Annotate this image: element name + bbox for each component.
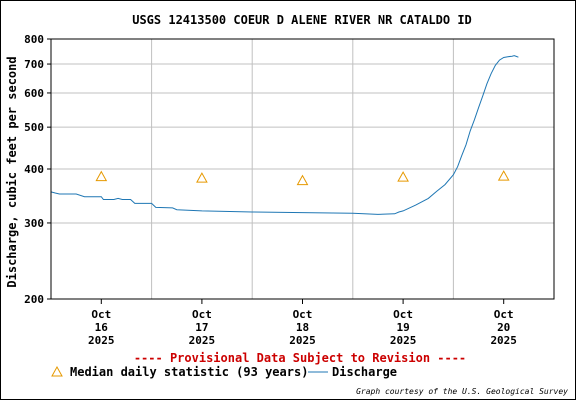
x-tick-label: Oct <box>393 308 413 321</box>
x-tick-label: Oct <box>293 308 313 321</box>
y-tick-label: 300 <box>24 217 44 230</box>
x-tick-label: 19 <box>396 321 409 334</box>
x-tick-label: 2025 <box>390 334 417 347</box>
x-tick-label: 2025 <box>289 334 316 347</box>
y-axis-ticks: 200 300 400 500 600 700 800 <box>24 33 51 306</box>
median-point <box>497 170 510 181</box>
grid-lines <box>51 38 554 300</box>
y-tick-label: 200 <box>24 293 44 306</box>
x-tick-label: Oct <box>91 308 111 321</box>
x-tick-label: 2025 <box>88 334 115 347</box>
credit-text: Graph courtesy of the U.S. Geological Su… <box>356 387 568 396</box>
legend: Median daily statistic (93 years) Discha… <box>51 365 397 379</box>
discharge-series-line <box>50 55 519 215</box>
x-axis-ticks: Oct162025Oct172025Oct182025Oct192025Oct2… <box>88 299 517 347</box>
plot-area-border <box>50 38 555 300</box>
median-point <box>196 172 208 183</box>
x-tick-label: Oct <box>192 308 212 321</box>
median-point <box>95 170 108 182</box>
y-axis-label: Discharge, cubic feet per second <box>5 56 19 287</box>
chart-title: USGS 12413500 COEUR D ALENE RIVER NR CAT… <box>132 13 472 27</box>
legend-discharge-label: Discharge <box>332 365 397 379</box>
y-tick-label: 800 <box>24 33 44 46</box>
x-tick-label: 17 <box>195 321 208 334</box>
y-tick-label: 600 <box>24 87 44 100</box>
x-tick-label: 16 <box>95 321 109 334</box>
y-tick-label: 700 <box>24 58 44 71</box>
x-tick-label: 18 <box>296 321 309 334</box>
provisional-notice: ---- Provisional Data Subject to Revisio… <box>134 351 466 365</box>
x-tick-label: 20 <box>497 321 510 334</box>
median-point <box>296 174 309 186</box>
x-tick-label: 2025 <box>490 334 517 347</box>
legend-median-label: Median daily statistic (93 years) <box>70 365 308 379</box>
x-tick-label: Oct <box>494 308 514 321</box>
median-point <box>397 171 409 182</box>
series-layer <box>50 55 519 215</box>
y-tick-label: 400 <box>24 163 44 176</box>
x-tick-label: 2025 <box>189 334 216 347</box>
y-tick-label: 500 <box>24 121 44 134</box>
legend-median-triangle-icon <box>51 365 63 377</box>
